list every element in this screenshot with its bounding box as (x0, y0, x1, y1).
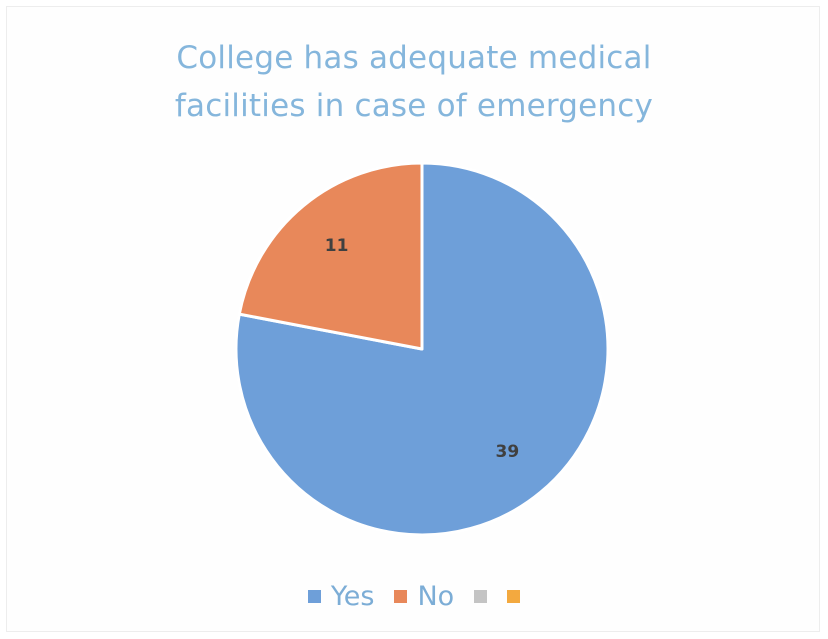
legend-label: Yes (330, 580, 375, 612)
legend-item-yes: Yes (307, 578, 375, 614)
legend-label: No (417, 580, 455, 612)
pie-data-labels: 39 11 (325, 236, 519, 462)
pie-slice-no (237, 161, 424, 351)
chart-title-line-2: facilities in case of emergency (174, 88, 654, 124)
legend-item-series-3 (474, 578, 488, 614)
legend-swatch (474, 589, 488, 603)
legend-swatch (307, 589, 321, 603)
chart-title-line-1: College has adequate medical (176, 40, 652, 76)
data-label-yes: 39 (496, 442, 520, 462)
legend-swatch (507, 589, 521, 603)
legend-item-series-4 (507, 578, 521, 614)
pie-slices (234, 161, 610, 537)
data-label-no: 11 (325, 236, 349, 256)
legend-item-no: No (394, 578, 454, 614)
legend-swatch (394, 589, 408, 603)
chart-legend: Yes No (0, 578, 828, 614)
chart-title: College has adequate medical facilities … (0, 34, 828, 130)
